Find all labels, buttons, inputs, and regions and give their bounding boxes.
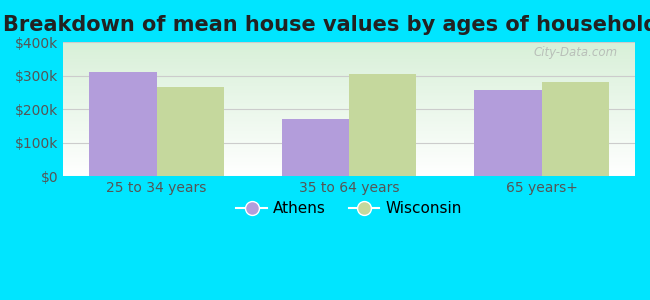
Title: Breakdown of mean house values by ages of householders: Breakdown of mean house values by ages o… [3, 15, 650, 35]
Bar [349, 74, 417, 176]
Bar [281, 119, 349, 176]
Bar [89, 72, 157, 176]
Bar [541, 82, 609, 176]
Bar [474, 90, 541, 176]
Bar [157, 87, 224, 176]
Text: City-Data.com: City-Data.com [534, 46, 618, 59]
Legend: Athens, Wisconsin: Athens, Wisconsin [230, 195, 468, 222]
